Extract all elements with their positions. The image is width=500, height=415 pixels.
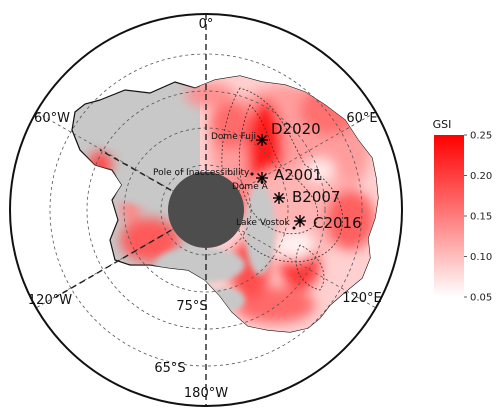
lon-label-0: 0° xyxy=(199,17,214,32)
colorbar-tick-label: 0.15 xyxy=(470,212,492,223)
colorbar-tick-label: 0.05 xyxy=(470,293,492,304)
lat-label-75s: 75°S xyxy=(176,299,207,314)
colorbar: GSI 0.25 0.20 0.15 0.10 0.05 xyxy=(433,118,493,304)
marker-b2007 xyxy=(273,192,285,204)
lon-label-60e: 60°E xyxy=(346,111,377,126)
marker-c2016 xyxy=(294,215,306,227)
colorbar-ticks: 0.25 0.20 0.15 0.10 0.05 xyxy=(464,131,492,304)
lon-label-120w: 120°W xyxy=(28,293,72,308)
site-label-a2001: A2001 xyxy=(274,166,322,184)
lon-label-60w: 60°W xyxy=(34,111,70,126)
site-label-c2016: C2016 xyxy=(313,214,362,232)
marker-pole-of-inaccessibility xyxy=(250,172,254,176)
colorbar-title: GSI xyxy=(433,118,452,131)
marker-dome-fuji xyxy=(260,138,264,142)
site-label-b2007: B2007 xyxy=(292,188,340,206)
colorbar-tick-label: 0.25 xyxy=(470,131,492,142)
site-label-dome-a: Dome A xyxy=(232,182,269,192)
site-label-dome-fuji: Dome Fuji xyxy=(211,132,256,142)
site-label-d2020: D2020 xyxy=(271,120,321,138)
site-label-lake-vostok: Lake Vostok xyxy=(236,218,291,228)
lat-label-65s: 65°S xyxy=(154,361,185,376)
marker-dome-a xyxy=(260,180,264,184)
lon-label-120e: 120°E xyxy=(342,291,382,306)
site-markers xyxy=(250,134,306,230)
colorbar-tick-label: 0.10 xyxy=(470,252,492,263)
colorbar-gradient xyxy=(434,135,464,297)
marker-lake-vostok xyxy=(292,226,296,230)
lon-label-180w: 180°W xyxy=(184,386,228,401)
pole-hole xyxy=(168,172,244,248)
colorbar-tick-label: 0.20 xyxy=(470,171,492,182)
map-boundary xyxy=(9,13,403,407)
site-label-pole-of-inaccessibility: Pole of Inaccessibility xyxy=(153,168,250,178)
